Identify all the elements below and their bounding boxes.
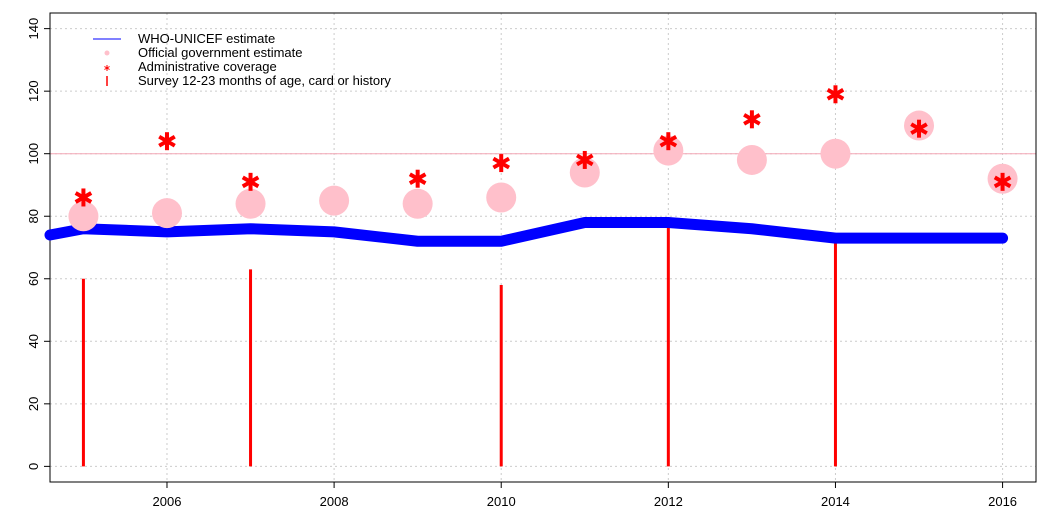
administrative-coverage-point bbox=[993, 172, 1012, 191]
official-estimate-point bbox=[653, 135, 684, 166]
y-tick-label: 20 bbox=[26, 397, 41, 411]
administrative-coverage-point bbox=[241, 172, 260, 191]
y-tick-label: 120 bbox=[26, 80, 41, 102]
survey-bars bbox=[81, 222, 837, 467]
official-estimate-point bbox=[151, 198, 182, 229]
legend-label: Administrative coverage bbox=[138, 59, 277, 74]
official-estimate-point bbox=[820, 138, 851, 169]
plot-frame bbox=[49, 12, 1037, 483]
y-tick-label: 60 bbox=[26, 272, 41, 286]
official-estimate-point bbox=[235, 188, 266, 219]
x-tick-label: 2016 bbox=[988, 494, 1017, 509]
administrative-coverage-point bbox=[158, 132, 176, 151]
y-tick-label: 40 bbox=[26, 334, 41, 348]
legend-label: Survey 12-23 months of age, card or hist… bbox=[138, 73, 391, 88]
administrative-coverage-point bbox=[910, 119, 928, 138]
official-estimate-points bbox=[68, 110, 1018, 232]
legend-label: Official government estimate bbox=[138, 45, 303, 60]
administrative-coverage-point bbox=[743, 110, 761, 129]
y-tick-label: 80 bbox=[26, 209, 41, 223]
y-tick-label: 100 bbox=[26, 143, 41, 165]
legend-symbol-dot bbox=[104, 50, 110, 56]
who-unicef-series-line bbox=[44, 216, 1009, 247]
administrative-coverage-point bbox=[492, 154, 511, 173]
x-tick-label: 2012 bbox=[654, 494, 683, 509]
administrative-coverage-point bbox=[575, 150, 594, 169]
x-tick-label: 2008 bbox=[320, 494, 349, 509]
y-tick-label: 140 bbox=[26, 18, 41, 40]
legend-symbol-star bbox=[104, 65, 110, 71]
official-estimate-point bbox=[736, 144, 767, 175]
legend-label: WHO-UNICEF estimate bbox=[138, 31, 275, 46]
x-tick-label: 2010 bbox=[487, 494, 516, 509]
official-estimate-point bbox=[486, 182, 517, 213]
official-estimate-point bbox=[319, 185, 350, 216]
official-estimate-point bbox=[68, 201, 99, 232]
x-tick-label: 2014 bbox=[821, 494, 850, 509]
y-tick-label: 0 bbox=[26, 463, 41, 470]
who-unicef-line bbox=[44, 216, 1009, 247]
administrative-coverage-point bbox=[74, 188, 93, 207]
administrative-coverage-point bbox=[659, 132, 678, 151]
administrative-coverage-point bbox=[408, 169, 427, 188]
administrative-coverage-points bbox=[74, 85, 1012, 207]
administrative-coverage-point bbox=[826, 85, 845, 104]
x-tick-label: 2006 bbox=[153, 494, 182, 509]
axes: 2006 2008 2010 2012 2014 2016 0 20 40 60 80 100 120 1… bbox=[26, 12, 1037, 509]
official-estimate-point bbox=[402, 188, 433, 219]
